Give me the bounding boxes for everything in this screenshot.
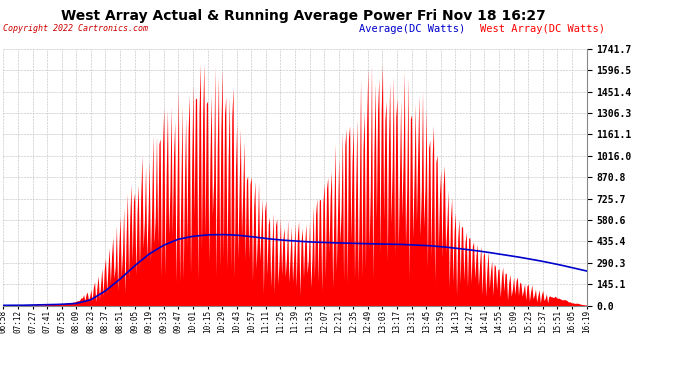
Text: West Array(DC Watts): West Array(DC Watts) <box>480 24 604 34</box>
Text: West Array Actual & Running Average Power Fri Nov 18 16:27: West Array Actual & Running Average Powe… <box>61 9 546 23</box>
Text: Average(DC Watts): Average(DC Watts) <box>359 24 465 34</box>
Text: Copyright 2022 Cartronics.com: Copyright 2022 Cartronics.com <box>3 24 148 33</box>
